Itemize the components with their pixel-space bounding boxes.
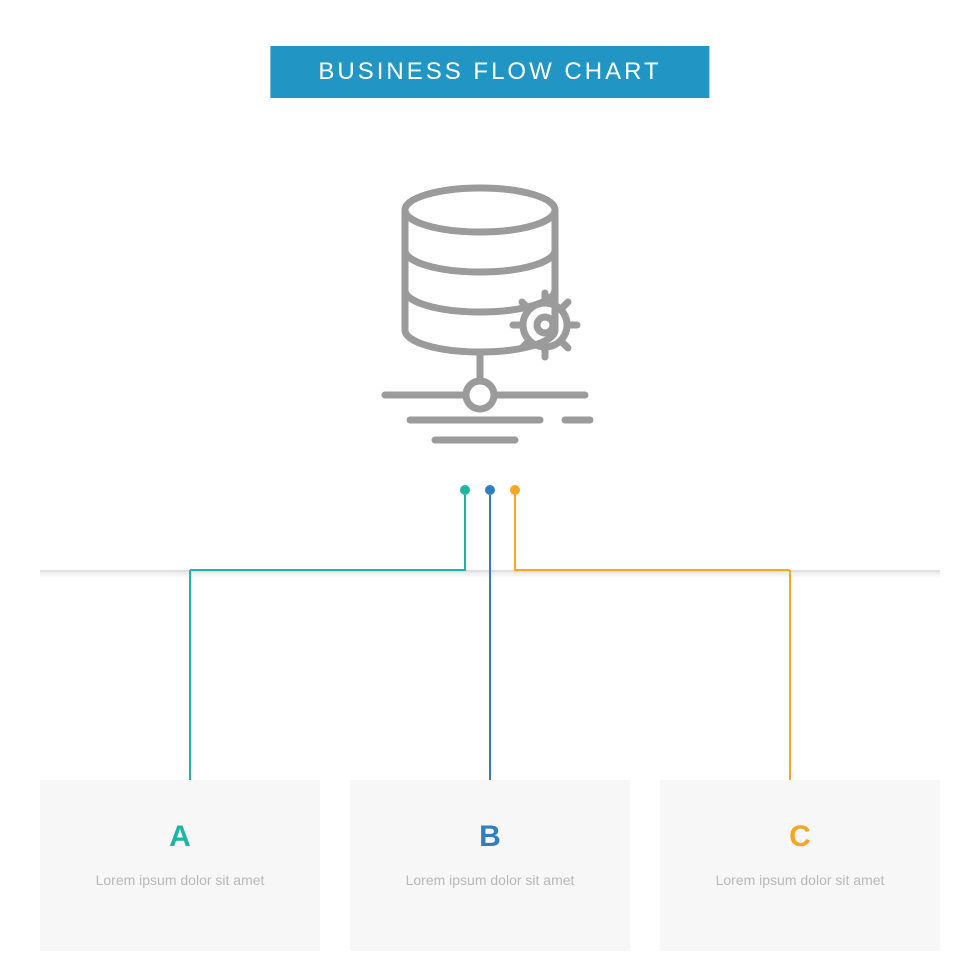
card-letter-a: A <box>60 820 300 854</box>
card-letter-c: C <box>680 820 920 854</box>
connector-dot-c <box>510 485 520 495</box>
card-text-a: Lorem ipsum dolor sit amet <box>60 870 300 891</box>
card-b: B Lorem ipsum dolor sit amet <box>350 780 630 951</box>
card-letter-b: B <box>370 820 610 854</box>
connector-vline-b <box>489 495 491 780</box>
card-a: A Lorem ipsum dolor sit amet <box>40 780 320 951</box>
connector-hline-a <box>190 569 466 571</box>
title-bar: Business Flow Chart <box>270 46 709 98</box>
connector-vline-c-top <box>514 495 516 570</box>
database-gear-network-icon <box>340 170 640 470</box>
connector-hline-c <box>514 569 790 571</box>
connector-vline-a-top <box>464 495 466 570</box>
connector-dot-b <box>485 485 495 495</box>
connector-region <box>0 480 980 800</box>
connector-vline-c-bottom <box>789 570 791 780</box>
card-c: C Lorem ipsum dolor sit amet <box>660 780 940 951</box>
connector-dot-a <box>460 485 470 495</box>
title-text: Business Flow Chart <box>318 58 661 85</box>
cards-row: A Lorem ipsum dolor sit amet B Lorem ips… <box>40 780 940 951</box>
card-text-b: Lorem ipsum dolor sit amet <box>370 870 610 891</box>
card-text-c: Lorem ipsum dolor sit amet <box>680 870 920 891</box>
connector-vline-a-bottom <box>189 570 191 780</box>
